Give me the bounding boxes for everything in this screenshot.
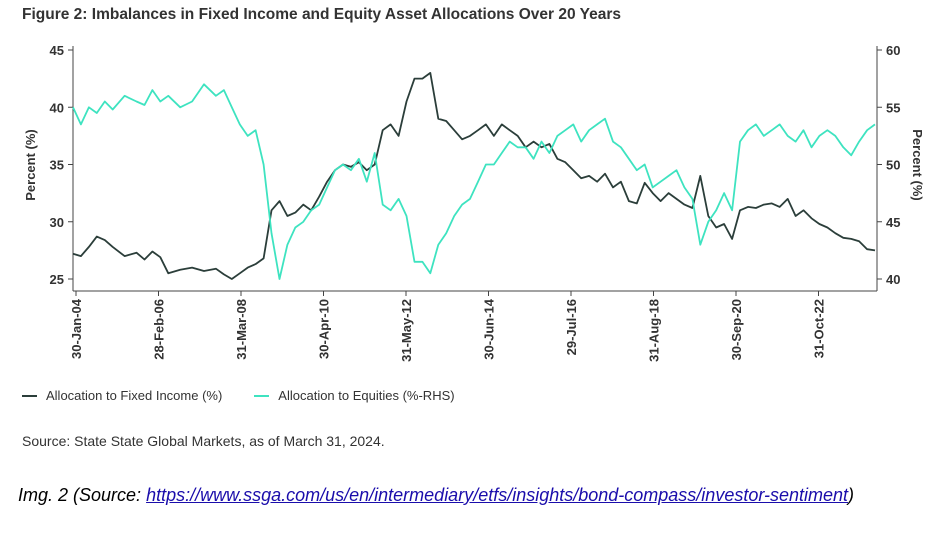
y-right-tick-label: 55: [886, 100, 900, 115]
source-note: Source: State State Global Markets, as o…: [22, 433, 385, 449]
chart-legend: Allocation to Fixed Income (%) Allocatio…: [22, 388, 487, 403]
x-tick-label: 31-May-12: [399, 299, 414, 362]
x-tick-label: 29-Jul-16: [564, 299, 579, 355]
x-tick-label: 30-Sep-20: [729, 299, 744, 360]
y-left-tick-label: 30: [50, 215, 64, 230]
y-right-tick-label: 40: [886, 272, 900, 287]
source-link[interactable]: https://www.ssga.com/us/en/intermediary/…: [146, 485, 849, 505]
x-tick-label: 28-Feb-06: [152, 299, 167, 360]
y-left-tick-label: 25: [50, 272, 64, 287]
image-caption: Img. 2 (Source: https://www.ssga.com/us/…: [18, 482, 898, 508]
legend-label-fixed-income: Allocation to Fixed Income (%): [46, 388, 223, 403]
chart-svg: 25 30 35 40 45 40 45 50 55 60 Percent (%) Percent (…: [23, 43, 925, 362]
legend-item-equities: Allocation to Equities (%-RHS): [254, 388, 455, 403]
x-tick-label: 31-Mar-08: [234, 299, 249, 360]
y-right-axis-title: Percent (%): [910, 129, 925, 201]
y-left-tick-label: 45: [50, 43, 64, 58]
y-right-tick-label: 50: [886, 158, 900, 173]
chart-title: Figure 2: Imbalances in Fixed Income and…: [22, 6, 621, 23]
caption-suffix: ): [848, 485, 855, 505]
y-left-tick-label: 40: [50, 100, 64, 115]
legend-item-fixed-income: Allocation to Fixed Income (%): [22, 388, 222, 403]
x-tick-label: 30-Jan-04: [69, 298, 84, 359]
legend-swatch-fixed-income: [22, 394, 37, 397]
y-left-tick-label: 35: [50, 158, 64, 173]
series-line-equities: [72, 83, 876, 280]
x-tick-label: 31-Oct-22: [812, 299, 827, 358]
x-tick-label: 31-Aug-18: [647, 299, 662, 362]
y-left-axis-title: Percent (%): [23, 129, 38, 201]
series-line-fixed-income: [72, 72, 876, 280]
y-right-tick-label: 45: [886, 215, 900, 230]
plot-area: 25 30 35 40 45 40 45 50 55 60 Percent (%) Percent (…: [23, 43, 925, 362]
x-tick-label: 30-Jun-14: [482, 298, 497, 359]
caption-prefix: Img. 2 (Source:: [18, 485, 147, 505]
x-tick-label: 30-Apr-10: [317, 299, 332, 359]
legend-swatch-equities: [254, 394, 270, 397]
y-right-tick-label: 60: [886, 43, 900, 58]
legend-label-equities: Allocation to Equities (%-RHS): [278, 388, 455, 403]
